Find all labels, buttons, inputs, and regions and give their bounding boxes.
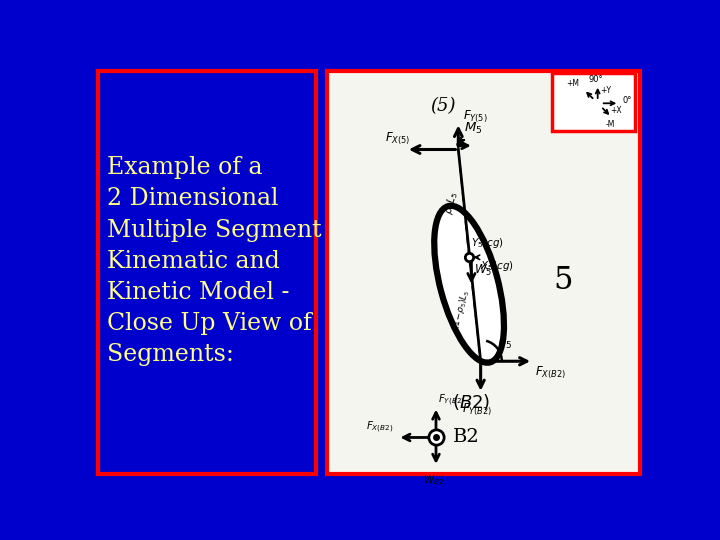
Bar <box>327 71 640 475</box>
Text: $(B2)$: $(B2)$ <box>452 392 490 412</box>
Text: $F_{X(5)}$: $F_{X(5)}$ <box>385 131 410 147</box>
Text: $W_5$: $W_5$ <box>474 263 492 278</box>
Bar <box>98 71 316 475</box>
Ellipse shape <box>434 206 504 363</box>
Text: $(1\!-\!\rho_5)L_5$: $(1\!-\!\rho_5)L_5$ <box>449 288 472 331</box>
Text: +M: +M <box>566 79 579 89</box>
Text: $X_5(cg)$: $X_5(cg)$ <box>480 259 514 273</box>
Text: $\rho_5 L_5$: $\rho_5 L_5$ <box>441 191 461 217</box>
Bar <box>552 72 636 131</box>
Text: $F_{Y(5)}$: $F_{Y(5)}$ <box>463 109 487 125</box>
Text: $F_{Y(B2)}$: $F_{Y(B2)}$ <box>438 393 465 408</box>
Text: -M: -M <box>606 120 615 129</box>
Text: 5: 5 <box>554 265 573 296</box>
Text: B2: B2 <box>453 428 480 447</box>
Text: +X: +X <box>610 106 621 114</box>
Text: Example of a
2 Dimensional
Multiple Segment
Kinematic and
Kinetic Model -
Close : Example of a 2 Dimensional Multiple Segm… <box>107 157 322 366</box>
Text: $F_{X(B2)}$: $F_{X(B2)}$ <box>366 420 394 435</box>
Text: $W_{B2}$: $W_{B2}$ <box>423 473 444 487</box>
Text: $Y_5(cg)$: $Y_5(cg)$ <box>471 235 503 249</box>
Text: 0°: 0° <box>622 97 631 105</box>
Text: (5): (5) <box>431 97 456 116</box>
Text: $\theta_5$: $\theta_5$ <box>498 335 512 352</box>
Text: +Y: +Y <box>600 86 611 96</box>
Text: $F_{Y(B2)}$: $F_{Y(B2)}$ <box>462 401 492 418</box>
Text: $F_{X(B2)}$: $F_{X(B2)}$ <box>534 364 565 381</box>
Text: $M_5$: $M_5$ <box>464 122 483 137</box>
Text: 90°: 90° <box>589 75 603 84</box>
